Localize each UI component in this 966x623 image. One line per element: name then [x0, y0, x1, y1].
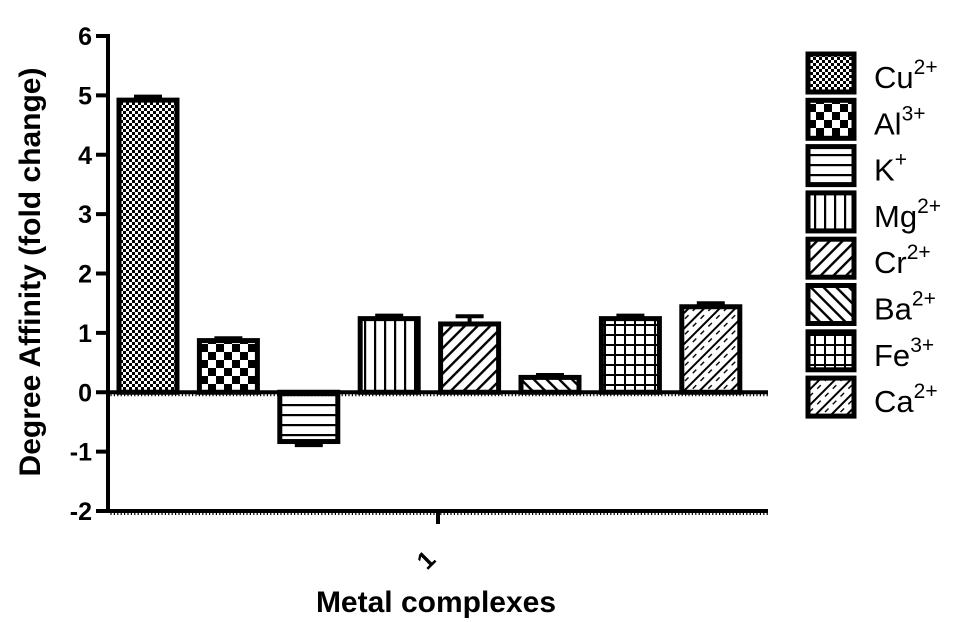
- legend-label-cr: Cr2+: [874, 241, 931, 280]
- bars-group: [116, 94, 743, 448]
- bar-fe: [598, 316, 662, 395]
- legend-swatch-ba: [805, 283, 857, 326]
- legend-label-cu: Cu2+: [874, 56, 938, 95]
- legend-element-cr: Cr: [874, 245, 907, 280]
- y-tick-label: -1: [70, 439, 92, 467]
- legend-charge-mg: 2+: [917, 195, 941, 218]
- legend-label-fe: Fe3+: [874, 334, 934, 373]
- legend-swatch-cr: [805, 236, 857, 280]
- bar-k: [277, 389, 341, 445]
- legend-element-ba: Ba: [874, 292, 913, 327]
- legend-label-al: Al3+: [874, 102, 926, 141]
- legend-charge-cu: 2+: [914, 56, 938, 79]
- y-axis-title: Degree Affinity (fold change): [14, 68, 47, 477]
- legend-element-al: Al: [874, 106, 902, 141]
- legend-charge-fe: 3+: [910, 334, 934, 357]
- legend-label-mg: Mg2+: [874, 195, 941, 234]
- legend-swatch-ca: [805, 375, 857, 419]
- y-tick-labels: -2 -1 0 1 2 3 4 5 6: [70, 23, 92, 526]
- legend-charge-ca: 2+: [914, 380, 938, 403]
- y-tick-label: 3: [78, 201, 92, 229]
- legend-element-fe: Fe: [874, 338, 910, 373]
- legend-label-ca: Ca2+: [874, 380, 938, 419]
- x-axis-title: Metal complexes: [316, 586, 556, 619]
- legend-label-ba: Ba2+: [874, 288, 936, 327]
- y-tick-label: 1: [78, 320, 92, 348]
- y-tick-label: 2: [78, 261, 92, 289]
- bar-mg: [357, 316, 421, 395]
- y-tick-label: 5: [78, 82, 92, 110]
- bar-ba: [518, 374, 582, 395]
- legend-charge-ba: 2+: [912, 288, 936, 311]
- y-tick-label: 0: [78, 379, 92, 407]
- legend-charge-al: 3+: [902, 102, 926, 125]
- legend-swatch-fe: [805, 329, 857, 373]
- x-tick-label: 1: [412, 545, 442, 575]
- legend-swatch-k: [805, 144, 857, 188]
- legend-swatch-al: [805, 97, 857, 141]
- legend-swatch-mg: [805, 190, 857, 234]
- legend-element-k: K: [874, 153, 895, 188]
- bar-ca: [679, 304, 743, 395]
- legend-label-k: K+: [874, 149, 907, 188]
- legend-swatch-cu: [805, 51, 857, 95]
- bar-cu: [116, 97, 180, 395]
- legend-charge-k: +: [895, 149, 907, 172]
- legend-charge-cr: 2+: [907, 241, 931, 264]
- legend-element-cu: Cu: [874, 60, 914, 95]
- y-tick-label: 6: [78, 23, 92, 51]
- legend-element-ca: Ca: [874, 384, 914, 419]
- axes-group: [96, 34, 768, 524]
- bar-cr: [438, 321, 502, 395]
- bar-al: [196, 338, 260, 395]
- y-tick-label: 4: [78, 142, 92, 170]
- legend: Cu2+Al3+K+Mg2+Cr2+Ba2+Fe3+Ca2+: [805, 51, 941, 419]
- legend-element-mg: Mg: [874, 199, 917, 234]
- y-tick-label: -2: [70, 498, 92, 526]
